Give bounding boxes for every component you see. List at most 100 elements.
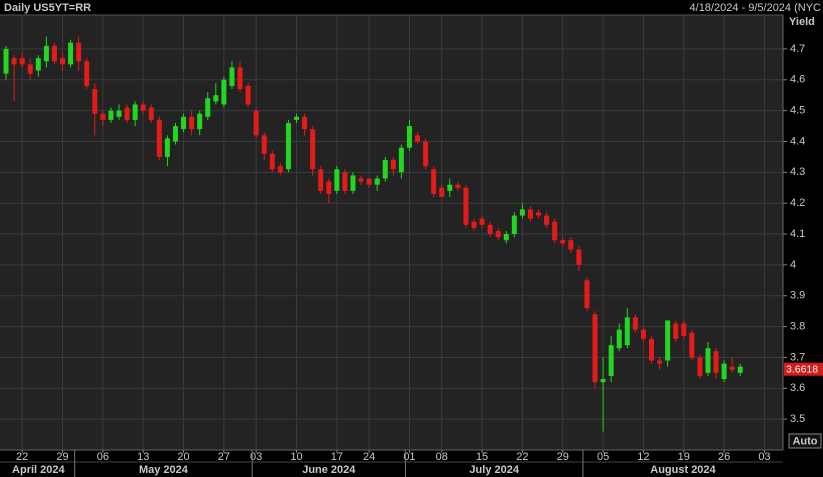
candle-body bbox=[729, 366, 735, 370]
candle-body bbox=[334, 169, 340, 191]
auto-button-label[interactable]: Auto bbox=[792, 435, 817, 447]
candle-body bbox=[447, 184, 453, 191]
y-tick-label: 4.4 bbox=[790, 135, 805, 147]
candle-body bbox=[592, 314, 598, 383]
auto-button[interactable] bbox=[788, 433, 822, 449]
y-axis-label: Yield bbox=[789, 16, 815, 28]
candle-body bbox=[148, 107, 154, 120]
candle-body bbox=[519, 209, 525, 216]
candle-body bbox=[156, 119, 162, 157]
candle-body bbox=[277, 166, 283, 173]
candle-body bbox=[213, 95, 219, 102]
month-label: April 2024 bbox=[12, 464, 65, 476]
x-tick-label: 10 bbox=[290, 451, 302, 463]
candle-body bbox=[665, 320, 671, 361]
x-tick-label: 26 bbox=[718, 451, 730, 463]
y-tick-label: 3.7 bbox=[790, 351, 805, 363]
candle-body bbox=[326, 181, 332, 194]
x-tick-label: 15 bbox=[476, 451, 488, 463]
candle-body bbox=[455, 184, 461, 188]
candle-body bbox=[51, 45, 57, 62]
candle-body bbox=[527, 209, 533, 219]
x-tick-label: 29 bbox=[56, 451, 68, 463]
candle-body bbox=[689, 332, 695, 358]
candle-body bbox=[624, 317, 630, 346]
month-label: June 2024 bbox=[302, 464, 356, 476]
y-tick-label: 4.2 bbox=[790, 197, 805, 209]
candle-body bbox=[261, 135, 267, 154]
month-label: July 2024 bbox=[469, 464, 519, 476]
candle-body bbox=[390, 160, 396, 170]
x-tick-label: 06 bbox=[97, 451, 109, 463]
x-tick-label: 22 bbox=[516, 451, 528, 463]
candle-body bbox=[197, 113, 203, 130]
candle-body bbox=[60, 58, 66, 65]
x-tick-label: 19 bbox=[678, 451, 690, 463]
x-tick-label: 03 bbox=[250, 451, 262, 463]
candle-body bbox=[568, 240, 574, 250]
candle-body bbox=[366, 178, 372, 185]
candle-body bbox=[269, 153, 275, 170]
x-tick-label: 12 bbox=[637, 451, 649, 463]
candle-body bbox=[124, 107, 130, 120]
candle-body bbox=[237, 67, 243, 90]
candle-body bbox=[584, 280, 590, 309]
candle-body bbox=[697, 357, 703, 376]
x-tick-label: 20 bbox=[177, 451, 189, 463]
y-tick-label: 3.6 bbox=[790, 382, 805, 394]
candle-body bbox=[27, 64, 33, 74]
candle-body bbox=[189, 116, 195, 130]
candle-body bbox=[560, 240, 566, 244]
y-tick-label: 4 bbox=[790, 259, 796, 271]
x-tick-label: 24 bbox=[363, 451, 375, 463]
last-value-label: 3.6618 bbox=[786, 364, 818, 376]
candle-body bbox=[471, 221, 477, 228]
x-tick-label: 05 bbox=[597, 451, 609, 463]
x-tick-label: 27 bbox=[218, 451, 230, 463]
candle-body bbox=[350, 175, 356, 191]
month-label: May 2024 bbox=[139, 464, 189, 476]
candle-body bbox=[318, 169, 324, 191]
candle-body bbox=[648, 338, 654, 361]
candle-body bbox=[342, 172, 348, 191]
candle-body bbox=[608, 345, 614, 376]
last-value-tag bbox=[784, 362, 823, 376]
candle-body bbox=[205, 98, 211, 117]
plot-area bbox=[0, 15, 783, 450]
y-tick-label: 4.5 bbox=[790, 105, 805, 117]
candle-body bbox=[576, 249, 582, 265]
candle-body bbox=[713, 351, 719, 373]
candle-body bbox=[439, 187, 445, 198]
y-tick-label: 4.6 bbox=[790, 74, 805, 86]
x-tick-label: 08 bbox=[436, 451, 448, 463]
candle-body bbox=[495, 230, 501, 238]
candle-body bbox=[253, 110, 259, 136]
chart-title: Daily US5YT=RR bbox=[4, 2, 91, 14]
y-tick-label: 4.3 bbox=[790, 166, 805, 178]
candle-body bbox=[68, 42, 74, 65]
candle-body bbox=[293, 116, 299, 120]
date-range: 4/18/2024 - 9/5/2024 (NYC bbox=[690, 2, 822, 14]
candle-body bbox=[245, 85, 251, 105]
candle-body bbox=[76, 42, 82, 62]
candle-body bbox=[463, 187, 469, 225]
candle-body bbox=[221, 79, 227, 105]
x-tick-label: 03 bbox=[758, 451, 770, 463]
candle-body bbox=[616, 329, 622, 349]
candle-body bbox=[164, 138, 170, 157]
candle-body bbox=[374, 178, 380, 185]
candle-body bbox=[382, 160, 388, 179]
candle-body bbox=[35, 58, 41, 71]
candle-body bbox=[415, 135, 421, 142]
candle-body bbox=[11, 58, 17, 65]
x-tick-label: 01 bbox=[403, 451, 415, 463]
candle-body bbox=[132, 104, 138, 120]
y-tick-label: 3.9 bbox=[790, 290, 805, 302]
y-tick-label: 3.8 bbox=[790, 321, 805, 333]
candle-body bbox=[84, 61, 90, 86]
candle-body bbox=[302, 116, 308, 130]
candle-body bbox=[100, 113, 106, 120]
y-tick-label: 4.7 bbox=[790, 43, 805, 55]
x-tick-label: 29 bbox=[557, 451, 569, 463]
candle-body bbox=[737, 366, 743, 373]
